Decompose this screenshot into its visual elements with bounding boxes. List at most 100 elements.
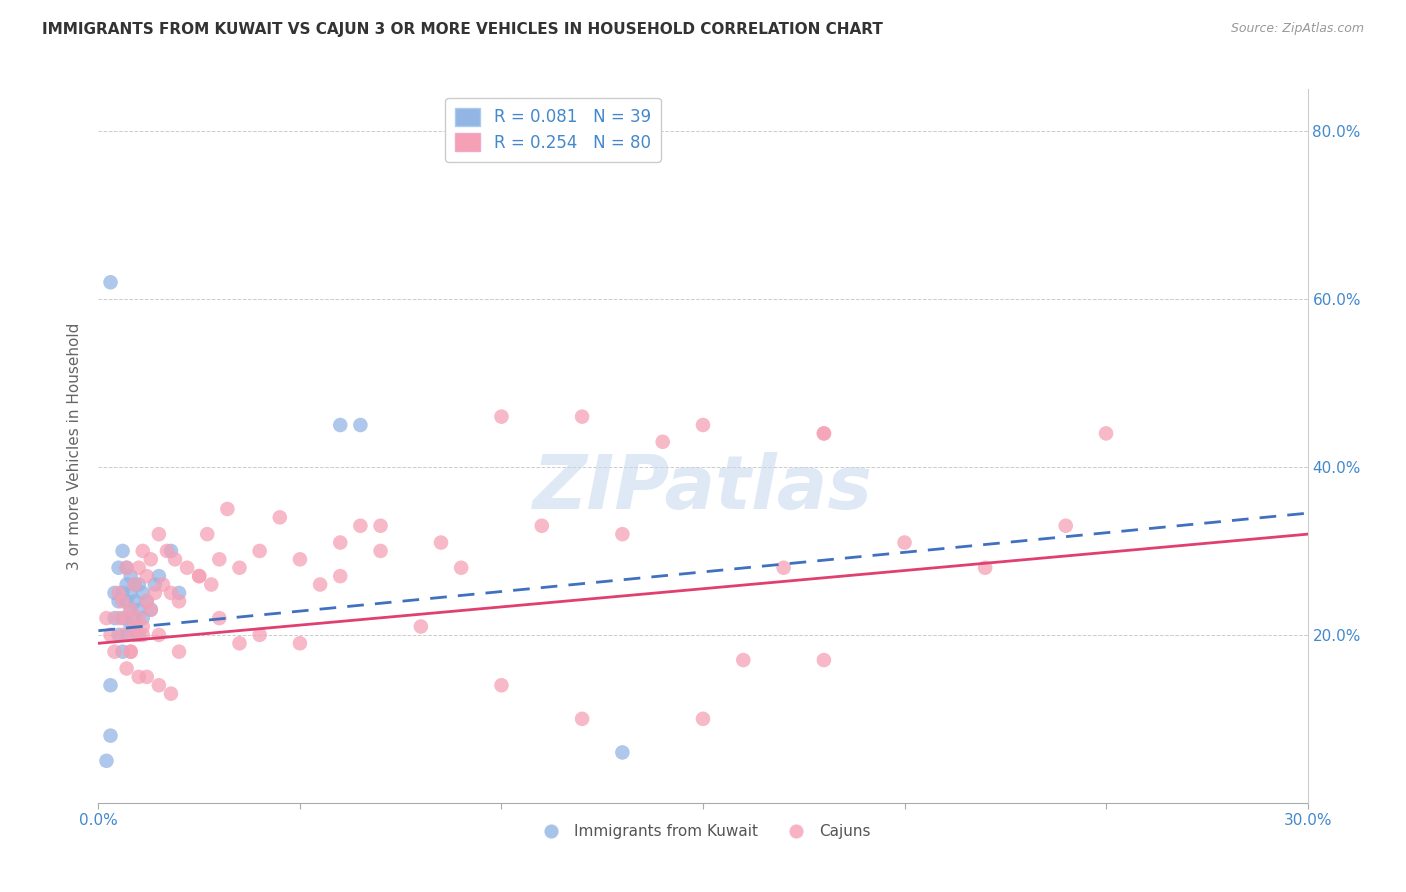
Point <box>329 535 352 549</box>
Point <box>148 628 170 642</box>
Point <box>124 577 146 591</box>
Point <box>288 636 311 650</box>
Point <box>107 594 129 608</box>
Point <box>128 577 150 591</box>
Point <box>430 535 453 549</box>
Point <box>124 628 146 642</box>
Point <box>111 611 134 625</box>
Point <box>135 594 157 608</box>
Point <box>100 275 122 289</box>
Point <box>167 594 190 608</box>
Point <box>111 628 134 642</box>
Point <box>100 729 122 743</box>
Text: ZIPatlas: ZIPatlas <box>533 452 873 525</box>
Point <box>120 603 142 617</box>
Point <box>107 611 129 625</box>
Text: Source: ZipAtlas.com: Source: ZipAtlas.com <box>1230 22 1364 36</box>
Point <box>160 544 183 558</box>
Point <box>651 434 673 449</box>
Point <box>813 426 835 441</box>
Point <box>96 754 118 768</box>
Point <box>208 552 231 566</box>
Point <box>103 611 125 625</box>
Point <box>132 544 155 558</box>
Point <box>692 417 714 432</box>
Point <box>612 746 634 760</box>
Point <box>132 586 155 600</box>
Point <box>1054 518 1077 533</box>
Point <box>120 586 142 600</box>
Point <box>208 611 231 625</box>
Point <box>124 577 146 591</box>
Point <box>100 628 122 642</box>
Point <box>217 502 239 516</box>
Point <box>124 611 146 625</box>
Point <box>132 619 155 633</box>
Point <box>128 628 150 642</box>
Point <box>124 594 146 608</box>
Point <box>103 586 125 600</box>
Point <box>200 577 222 591</box>
Point <box>571 409 593 424</box>
Point <box>120 619 142 633</box>
Point <box>772 560 794 574</box>
Point <box>143 586 166 600</box>
Point <box>156 544 179 558</box>
Point <box>692 712 714 726</box>
Point <box>115 560 138 574</box>
Point <box>491 409 513 424</box>
Point <box>491 678 513 692</box>
Point <box>148 527 170 541</box>
Point <box>107 560 129 574</box>
Point <box>115 628 138 642</box>
Point <box>228 636 250 650</box>
Point <box>124 619 146 633</box>
Point <box>132 628 155 642</box>
Point <box>1095 426 1118 441</box>
Point <box>111 544 134 558</box>
Point <box>120 645 142 659</box>
Point <box>96 611 118 625</box>
Point <box>349 417 371 432</box>
Point <box>974 560 997 574</box>
Point <box>111 586 134 600</box>
Point <box>128 670 150 684</box>
Point <box>195 527 218 541</box>
Point <box>128 603 150 617</box>
Point <box>249 628 271 642</box>
Point <box>120 645 142 659</box>
Point <box>135 594 157 608</box>
Point <box>450 560 472 574</box>
Point <box>128 560 150 574</box>
Point <box>571 712 593 726</box>
Point <box>120 603 142 617</box>
Point <box>107 628 129 642</box>
Point <box>115 611 138 625</box>
Point <box>160 586 183 600</box>
Y-axis label: 3 or more Vehicles in Household: 3 or more Vehicles in Household <box>67 322 83 570</box>
Point <box>269 510 291 524</box>
Point <box>167 645 190 659</box>
Point <box>143 577 166 591</box>
Point <box>893 535 915 549</box>
Point <box>135 569 157 583</box>
Point <box>132 611 155 625</box>
Point <box>115 611 138 625</box>
Point <box>176 560 198 574</box>
Point <box>152 577 174 591</box>
Point <box>107 586 129 600</box>
Point <box>370 518 392 533</box>
Point <box>160 687 183 701</box>
Text: IMMIGRANTS FROM KUWAIT VS CAJUN 3 OR MORE VEHICLES IN HOUSEHOLD CORRELATION CHAR: IMMIGRANTS FROM KUWAIT VS CAJUN 3 OR MOR… <box>42 22 883 37</box>
Point <box>288 552 311 566</box>
Point <box>111 594 134 608</box>
Point <box>120 569 142 583</box>
Point <box>530 518 553 533</box>
Point <box>139 603 162 617</box>
Point <box>309 577 332 591</box>
Point <box>188 569 211 583</box>
Point <box>228 560 250 574</box>
Legend: Immigrants from Kuwait, Cajuns: Immigrants from Kuwait, Cajuns <box>530 818 876 845</box>
Point <box>100 678 122 692</box>
Point <box>115 594 138 608</box>
